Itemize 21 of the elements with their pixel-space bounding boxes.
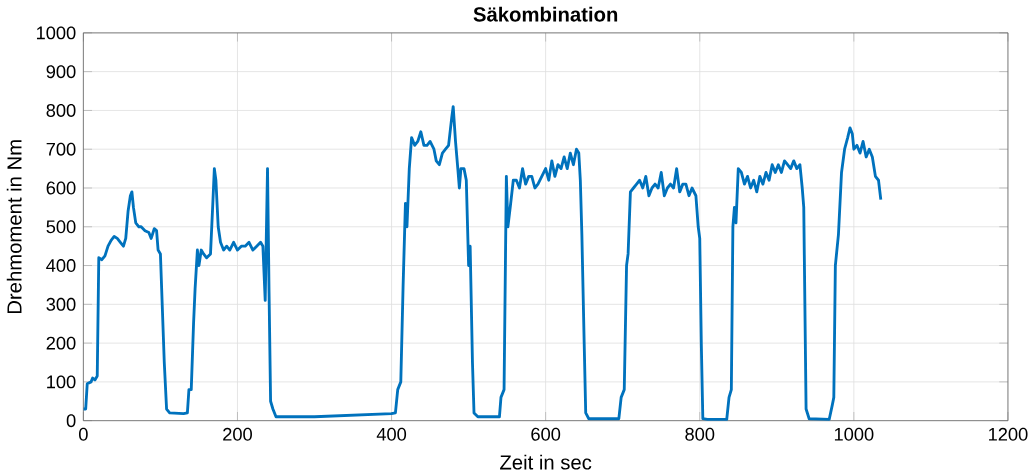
y-tick-label: 0 [66,414,76,427]
y-tick-label: 600 [46,181,76,195]
x-tick-label: 400 [376,427,407,441]
y-tick-label: 400 [46,258,76,272]
y-tick-label: 1000 [36,26,76,40]
y-tick-label: 200 [46,336,76,350]
y-tick-label: 800 [46,103,76,117]
chart-title: Säkombination [473,6,618,22]
y-tick-label: 700 [46,142,76,156]
x-tick-label: 1000 [834,427,874,441]
y-tick-label: 900 [46,65,76,78]
x-tick-label: 1200 [989,427,1028,441]
x-tick-label: 0 [79,427,88,441]
x-tick-label: 200 [223,427,252,441]
y-axis-title: Drehmoment in Nm [6,140,22,313]
y-tick-label: 500 [46,220,76,234]
x-tick-label: 600 [531,427,561,441]
x-tick-label: 800 [685,427,715,441]
y-tick-label: 100 [47,375,76,389]
y-tick-label: 300 [46,297,76,311]
x-axis-title: Zeit in sec [500,454,592,470]
